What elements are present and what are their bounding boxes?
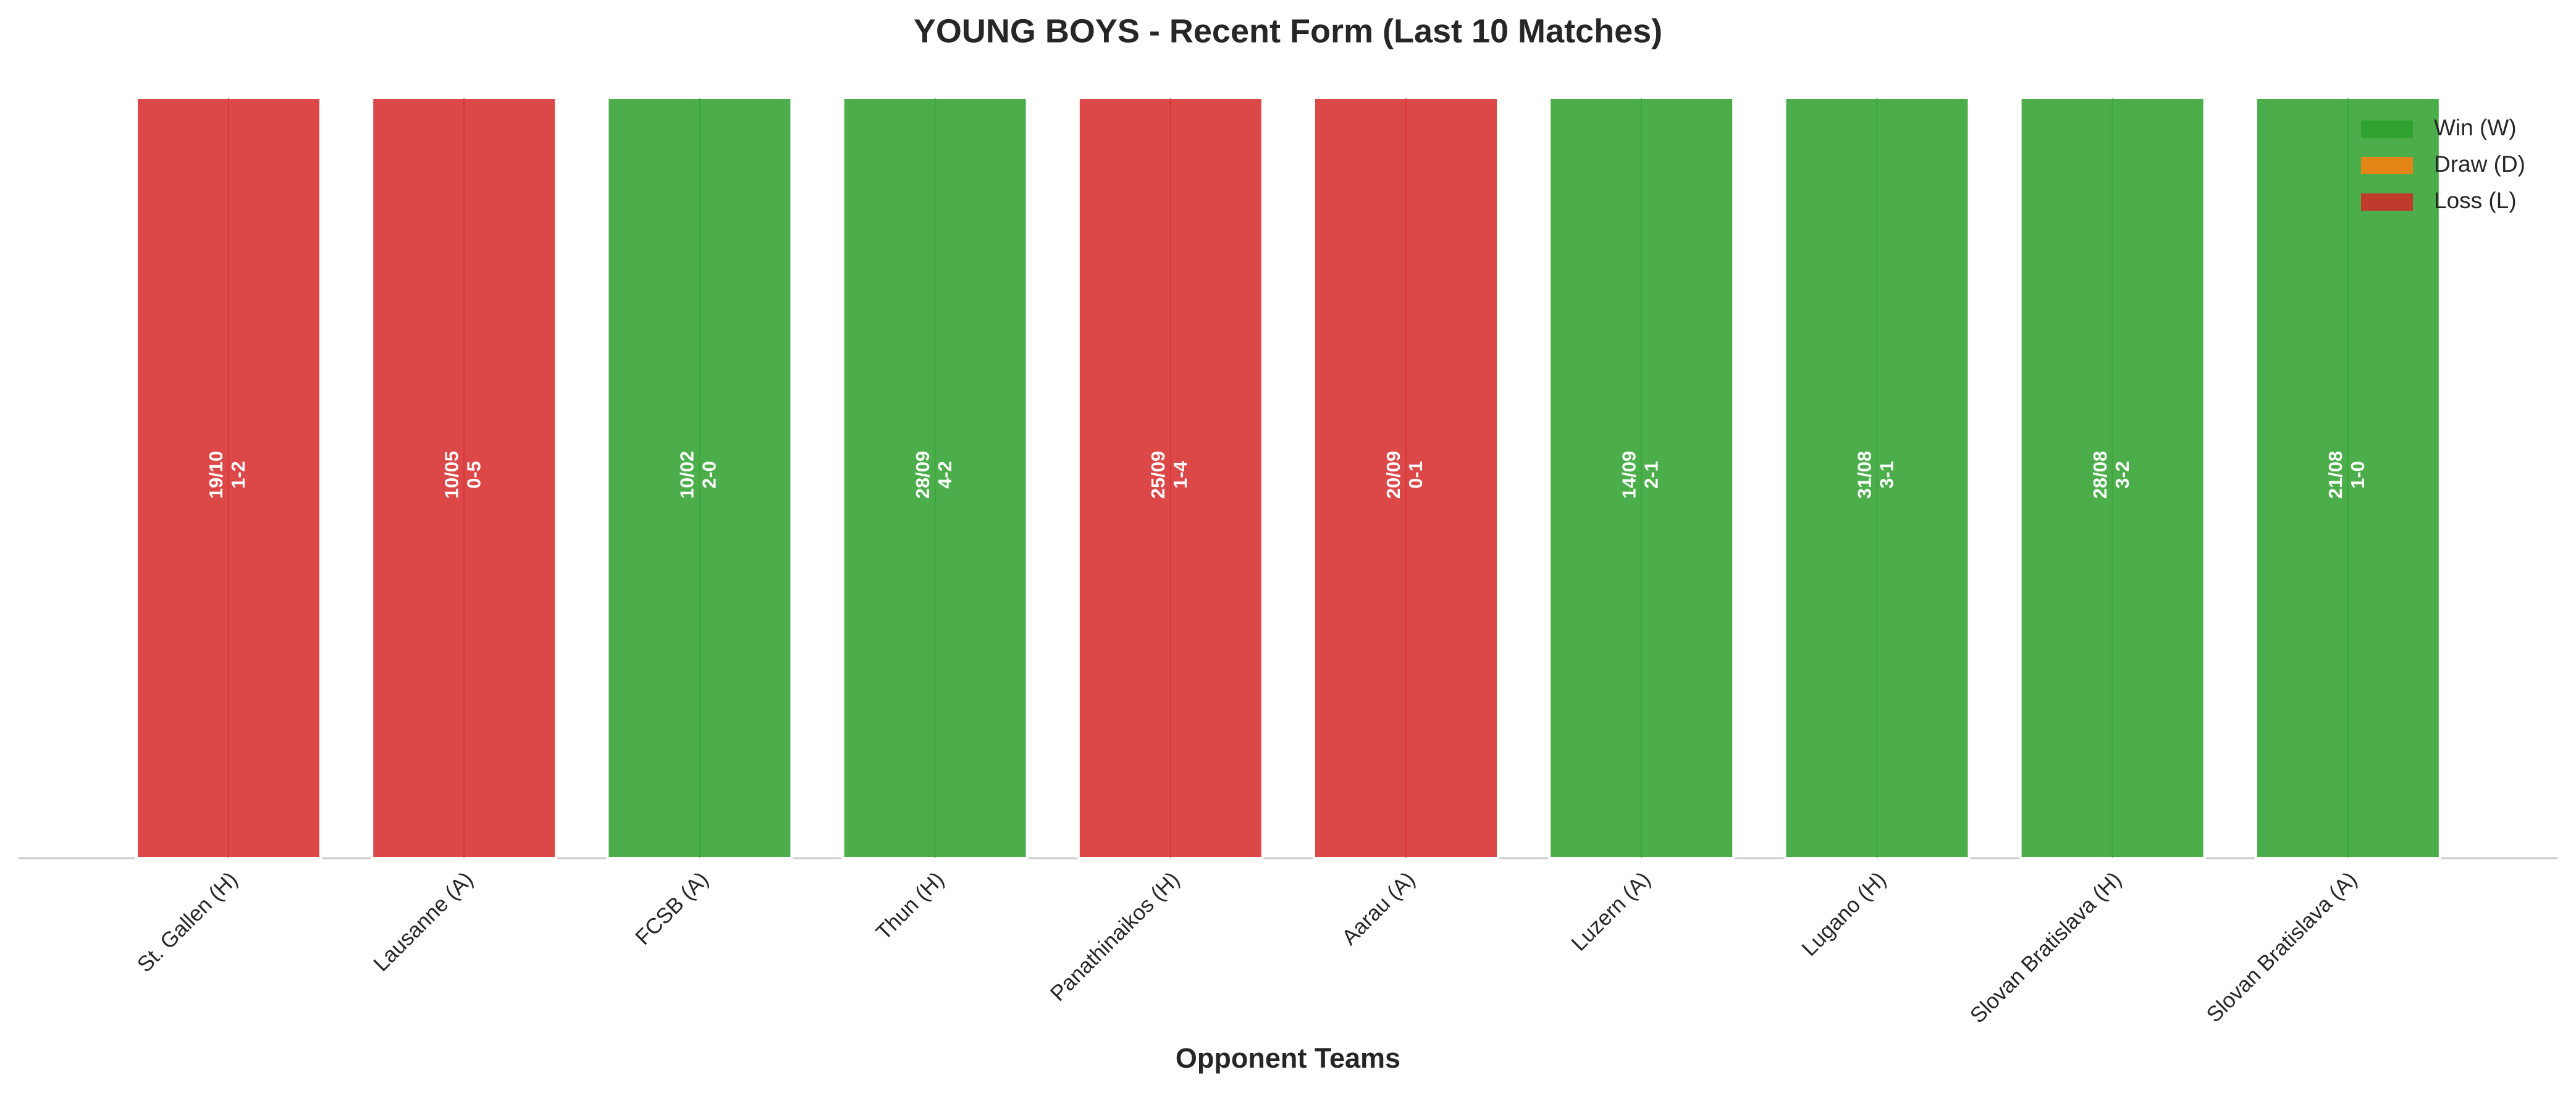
- x-tick-label: Luzern (A): [1567, 867, 1655, 956]
- x-tick-label: Thun (H): [872, 867, 949, 945]
- bar-score-label: 0-5: [463, 461, 484, 489]
- bar-date-label: 10/02: [676, 451, 698, 499]
- legend-label: Loss (L): [2434, 188, 2517, 213]
- bar-date-label: 21/08: [2325, 451, 2346, 499]
- bar-score-label: 3-1: [1876, 461, 1898, 489]
- x-tick-label: Slovan Bratislava (H): [1966, 867, 2126, 1028]
- bar-score-label: 1-0: [2347, 461, 2368, 489]
- bar-score-label: 2-1: [1640, 461, 1662, 489]
- x-tick-label: Slovan Bratislava (A): [2202, 867, 2362, 1028]
- bar-date-label: 14/09: [1618, 451, 1639, 499]
- x-tick-label: Aarau (A): [1337, 867, 1420, 950]
- bar-date-label: 19/10: [205, 451, 227, 499]
- bar-score-label: 1-2: [227, 461, 249, 489]
- x-axis-label: Opponent Teams: [1176, 1042, 1400, 1074]
- x-tick-label: Panathinaikos (H): [1046, 867, 1184, 1006]
- chart-title: YOUNG BOYS - Recent Form (Last 10 Matche…: [914, 12, 1662, 49]
- bar-date-label: 31/08: [1854, 451, 1875, 499]
- legend-swatch: [2361, 193, 2413, 211]
- x-tick-label: St. Gallen (H): [133, 867, 242, 977]
- bar-date-label: 28/08: [2089, 451, 2111, 499]
- legend-swatch: [2361, 120, 2413, 138]
- bar-score-label: 1-4: [1169, 460, 1191, 489]
- bar-score-label: 2-0: [699, 461, 720, 489]
- legend-label: Win (W): [2434, 115, 2517, 140]
- bar-date-label: 25/09: [1147, 451, 1169, 499]
- bar-score-label: 4-2: [934, 461, 956, 489]
- bar-date-label: 10/05: [440, 451, 462, 499]
- x-tick-label: FCSB (A): [631, 867, 713, 950]
- bar-score-label: 0-1: [1405, 461, 1426, 489]
- x-tick-label: Lausanne (A): [369, 867, 478, 976]
- x-tick-label: Lugano (H): [1797, 867, 1890, 961]
- bar-score-label: 3-2: [2111, 461, 2133, 489]
- bar-date-label: 28/09: [912, 451, 933, 499]
- legend-label: Draw (D): [2434, 151, 2525, 177]
- bar-date-label: 20/09: [1383, 451, 1404, 499]
- legend-swatch: [2361, 157, 2413, 174]
